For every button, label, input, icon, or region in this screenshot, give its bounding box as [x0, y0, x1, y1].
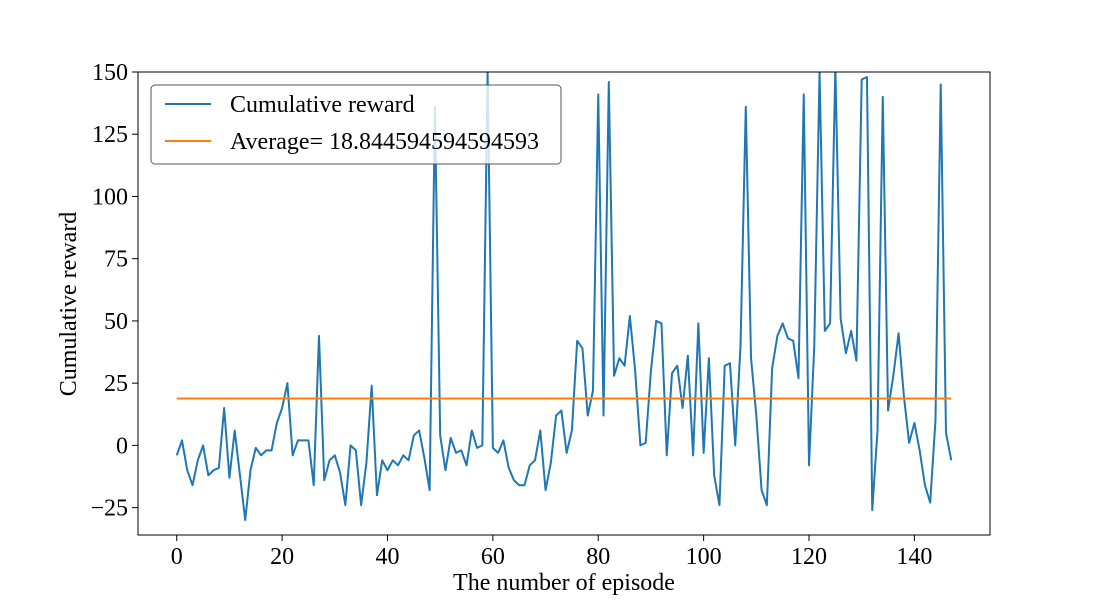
x-tick-label: 140 — [896, 544, 932, 570]
y-tick-label: 50 — [104, 309, 128, 335]
legend-frame — [150, 84, 562, 165]
x-tick-label: 0 — [171, 544, 183, 570]
y-tick-label: 75 — [104, 247, 128, 273]
x-tick-label: 20 — [270, 544, 294, 570]
legend-label-average: Average= 18.844594594594593 — [230, 129, 539, 155]
x-tick-label: 60 — [481, 544, 505, 570]
legend-label-cumulative-reward: Cumulative reward — [230, 92, 415, 118]
x-tick-label: 100 — [686, 544, 722, 570]
x-tick-label: 80 — [586, 544, 610, 570]
plot-frame — [137, 71, 991, 536]
y-axis-label: Cumulative reward — [56, 212, 82, 397]
x-tick-label: 40 — [375, 544, 399, 570]
y-tick-label: 150 — [92, 60, 128, 86]
series-line-cumulative-reward — [175, 72, 953, 522]
x-axis-label: The number of episode — [453, 570, 675, 596]
y-tick-label: −25 — [90, 496, 128, 522]
y-tick-label: 100 — [92, 184, 128, 210]
y-tick-label: 125 — [92, 122, 128, 148]
y-tick-label: 25 — [104, 371, 128, 397]
x-tick-label: 120 — [791, 544, 827, 570]
y-tick-label: 0 — [116, 433, 128, 459]
legend: Cumulative reward Average= 18.8445945945… — [150, 84, 562, 165]
